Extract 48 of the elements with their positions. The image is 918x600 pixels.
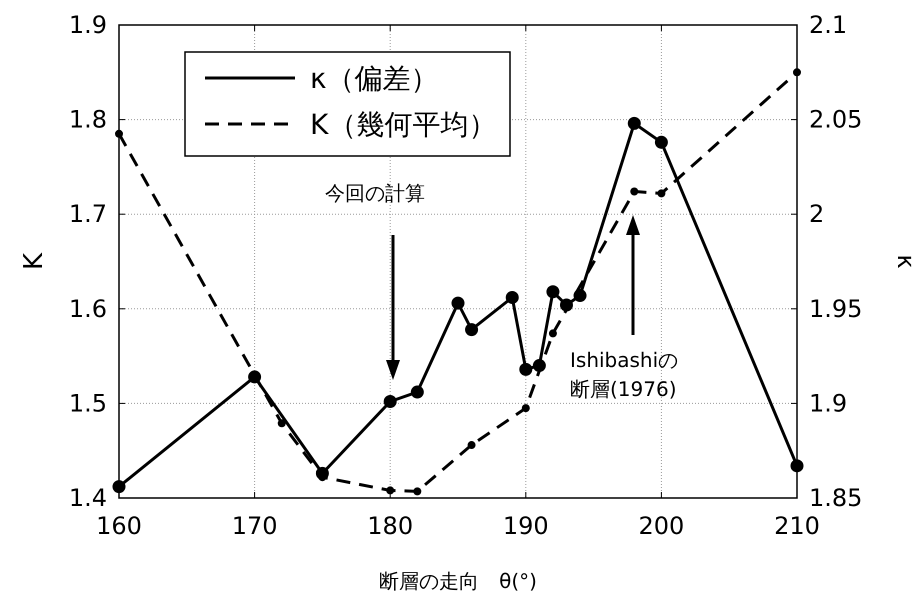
point bbox=[654, 136, 668, 149]
point bbox=[115, 130, 123, 138]
point bbox=[519, 362, 532, 376]
point bbox=[506, 290, 519, 304]
x-tick-label: 210 bbox=[774, 512, 820, 540]
y2-tick-label: 1.9 bbox=[809, 389, 848, 418]
point bbox=[630, 187, 638, 196]
y-tick-label: 1.7 bbox=[68, 200, 107, 228]
point bbox=[465, 323, 478, 336]
point bbox=[546, 285, 560, 298]
point bbox=[386, 486, 394, 494]
point bbox=[574, 289, 587, 302]
point bbox=[468, 441, 476, 450]
point bbox=[384, 395, 397, 408]
y-tick-label: 1.8 bbox=[68, 106, 107, 134]
point bbox=[278, 419, 286, 428]
y2-axis-title: κ bbox=[892, 254, 918, 269]
point bbox=[452, 296, 464, 310]
y-tick-label: 1.4 bbox=[68, 484, 107, 512]
x-tick-label: 170 bbox=[232, 512, 278, 540]
point bbox=[522, 404, 530, 412]
point bbox=[793, 68, 801, 76]
y-tick-label: 1.9 bbox=[68, 11, 107, 39]
x-tick-label: 200 bbox=[638, 512, 684, 540]
legend-label: K（幾何平均） bbox=[310, 108, 496, 141]
point bbox=[410, 386, 424, 399]
y-tick-label: 1.5 bbox=[68, 389, 107, 418]
y2-tick-label: 2 bbox=[809, 200, 824, 228]
point bbox=[112, 480, 126, 494]
point bbox=[413, 487, 422, 496]
annotation: Ishibashiの bbox=[570, 348, 678, 372]
y-axis-title: K bbox=[19, 252, 49, 270]
x-tick-label: 160 bbox=[96, 512, 142, 540]
y-tick-label: 1.6 bbox=[68, 294, 107, 323]
y2-tick-label: 1.85 bbox=[809, 484, 862, 512]
legend-label: κ（偏差） bbox=[310, 62, 439, 95]
x-axis-title: 断層の走向 θ(°) bbox=[379, 569, 537, 593]
point bbox=[790, 459, 804, 472]
y2-tick-label: 2.05 bbox=[809, 106, 862, 134]
annotation: 断層(1976) bbox=[570, 377, 677, 401]
point bbox=[628, 116, 641, 130]
y2-tick-label: 1.95 bbox=[809, 294, 862, 323]
x-tick-label: 190 bbox=[502, 512, 549, 540]
y2-tick-label: 2.1 bbox=[809, 11, 848, 39]
point bbox=[548, 329, 557, 338]
x-tick-label: 180 bbox=[367, 512, 414, 540]
annotation: 今回の計算 bbox=[325, 181, 425, 205]
point bbox=[657, 189, 666, 198]
